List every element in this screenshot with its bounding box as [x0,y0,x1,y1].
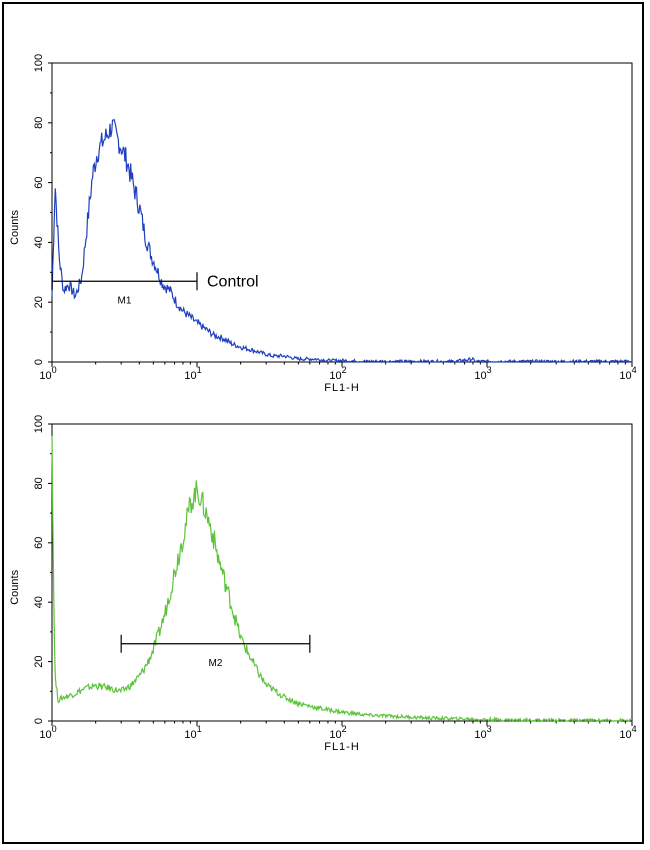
x-axis-title: FL1-H [324,382,360,394]
y-tick-label: 0 [33,359,45,365]
gate-label: M2 [209,658,223,669]
y-tick-label: 40 [33,596,45,608]
y-tick-label: 80 [33,477,45,489]
x-tick-label: 101 [184,365,201,382]
x-tick-label: 102 [329,724,346,741]
x-tick-label: 100 [39,365,56,382]
x-tick-label: 103 [474,365,491,382]
x-axis-title: FL1-H [324,741,360,753]
y-tick-label: 20 [33,655,45,667]
gate-label: M1 [118,295,132,306]
y-axis-title: Counts [9,210,21,245]
top-histogram-line [51,118,633,364]
plot-area-border [51,423,633,722]
x-tick-label: 103 [474,724,491,741]
y-tick-label: 0 [33,718,45,724]
x-tick-label: 102 [329,365,346,382]
top-histogram-panel: 0 20 40 60 80 100 100 101 102 103 104 FL1-H Counts M1… [9,54,637,394]
y-tick-label: 40 [33,236,45,248]
y-tick-label: 60 [33,537,45,549]
control-annotation: Control [207,273,259,290]
y-tick-label: 60 [33,176,45,188]
bottom-histogram-line [51,435,632,723]
figure-frame [2,2,644,844]
bottom-histogram-panel: 0 20 40 60 80 100 100 101 102 103 104 FL1-H Counts M2 [9,415,637,753]
y-axis-title: Counts [9,569,21,604]
y-tick-label: 100 [33,54,45,72]
x-tick-label: 101 [184,724,201,741]
y-tick-label: 100 [33,415,45,433]
y-tick-label: 20 [33,296,45,308]
x-tick-label: 104 [619,724,636,741]
x-tick-label: 104 [619,365,636,382]
y-tick-label: 80 [33,117,45,129]
x-tick-label: 100 [39,724,56,741]
